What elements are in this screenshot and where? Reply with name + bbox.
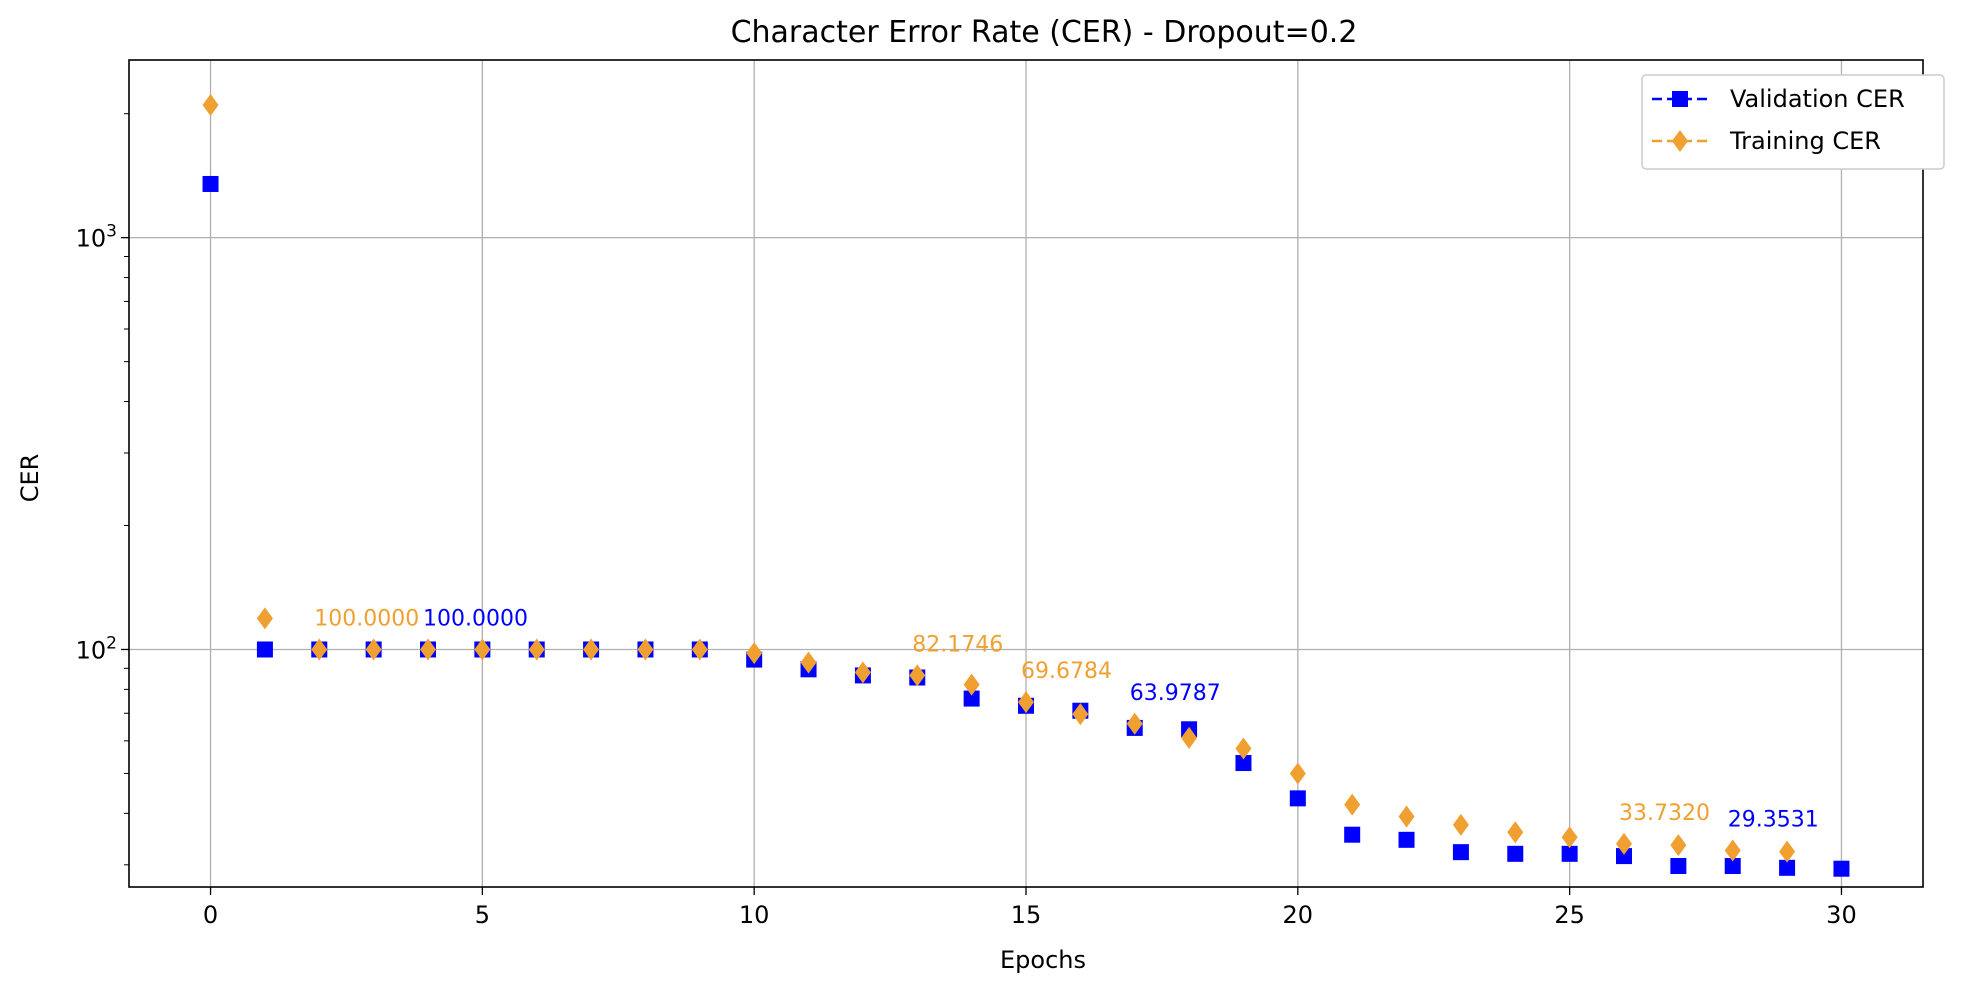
validation-point xyxy=(1561,845,1578,862)
x-tick-label: 5 xyxy=(475,901,490,929)
validation-point xyxy=(1452,844,1469,861)
training-point xyxy=(1616,832,1632,855)
data-label: 63.9787 xyxy=(1130,681,1221,706)
validation-point xyxy=(1724,858,1741,875)
data-label: 69.6784 xyxy=(1021,659,1112,684)
x-axis-ticks: 0 5 10 15 20 25 30 xyxy=(203,887,1857,929)
x-tick-label: 0 xyxy=(203,901,218,929)
plot-frame xyxy=(128,59,1924,888)
training-point xyxy=(800,651,817,674)
training-point xyxy=(1181,726,1198,749)
training-point xyxy=(1126,712,1143,735)
x-tick-label: 25 xyxy=(1554,901,1585,929)
data-labels: 100.0000 100.0000 82.1746 69.6784 63.9787 33.… xyxy=(314,606,1818,832)
legend-marker-square xyxy=(1672,91,1688,107)
x-tick-label: 20 xyxy=(1283,901,1314,929)
training-point xyxy=(1235,737,1252,760)
data-label: 33.7320 xyxy=(1619,801,1710,826)
training-point xyxy=(1670,834,1687,857)
y-axis-label: CER xyxy=(16,454,44,503)
training-point xyxy=(1507,821,1524,844)
validation-point xyxy=(1779,859,1796,876)
training-point xyxy=(1289,762,1306,785)
validation-point xyxy=(963,690,980,707)
training-point xyxy=(909,664,926,687)
validation-point xyxy=(256,641,273,658)
data-label: 29.3531 xyxy=(1728,807,1819,832)
training-point xyxy=(1344,793,1361,816)
data-markers xyxy=(202,93,1850,877)
validation-point xyxy=(202,175,219,192)
training-point xyxy=(1018,691,1034,714)
validation-point xyxy=(1616,848,1632,865)
data-label: 100.0000 xyxy=(423,606,528,631)
y-axis-ticks: 102 103 xyxy=(76,113,129,866)
data-label: 82.1746 xyxy=(912,632,1003,657)
validation-point xyxy=(1235,755,1252,772)
y-tick-label: 103 xyxy=(76,222,117,253)
training-point xyxy=(691,638,708,661)
legend-items: Validation CER Training CER xyxy=(1652,85,1905,155)
legend-marker-diamond xyxy=(1672,130,1688,152)
validation-point xyxy=(1670,858,1687,875)
training-point xyxy=(202,93,219,116)
legend-box xyxy=(1641,74,1945,170)
training-point xyxy=(963,673,980,696)
training-point xyxy=(256,607,273,630)
x-axis-label: Epochs xyxy=(1000,946,1086,974)
training-point xyxy=(854,661,871,684)
training-point xyxy=(583,638,600,661)
validation-point xyxy=(1507,845,1524,862)
training-point xyxy=(1398,805,1415,828)
training-point xyxy=(1561,826,1578,849)
validation-point xyxy=(1344,826,1361,843)
chart-title: Character Error Rate (CER) - Dropout=0.2 xyxy=(731,15,1358,50)
x-tick-label: 30 xyxy=(1826,901,1857,929)
training-point xyxy=(365,638,382,661)
x-tick-label: 15 xyxy=(1011,901,1042,929)
legend-label: Validation CER xyxy=(1730,85,1905,113)
training-point xyxy=(746,642,763,665)
training-point xyxy=(1072,703,1089,726)
training-point xyxy=(474,638,491,661)
training-point xyxy=(311,638,328,661)
validation-point xyxy=(1289,790,1306,807)
training-point xyxy=(1724,839,1741,862)
x-tick-label: 10 xyxy=(739,901,770,929)
legend: Validation CER Training CER xyxy=(1641,74,1945,170)
validation-point xyxy=(1398,831,1415,848)
training-point xyxy=(420,638,436,661)
training-point xyxy=(528,638,545,661)
training-point xyxy=(1452,813,1469,836)
y-tick-label: 102 xyxy=(76,633,117,664)
training-point xyxy=(637,638,654,661)
training-point xyxy=(1779,840,1796,863)
legend-label: Training CER xyxy=(1729,127,1881,155)
validation-point xyxy=(1833,860,1850,877)
data-label: 100.0000 xyxy=(314,606,419,631)
